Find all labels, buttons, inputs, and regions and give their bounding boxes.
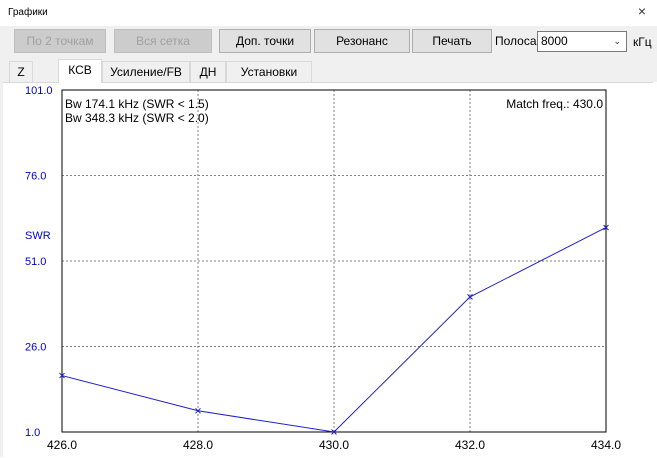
- bandwidth-2-0-annotation: Bw 348.3 kHz (SWR < 2.0): [65, 111, 209, 125]
- band-select[interactable]: 8000 ⌄: [537, 31, 627, 52]
- y-tick-label: 76.0: [25, 171, 46, 183]
- band-value: 8000: [541, 34, 568, 48]
- print-button[interactable]: Печать: [412, 29, 492, 53]
- tab-pattern[interactable]: ДН: [190, 61, 226, 82]
- data-point-marker: [331, 429, 337, 435]
- x-tick-label: 430.0: [319, 438, 349, 452]
- by-two-points-button[interactable]: По 2 точкам: [14, 29, 106, 53]
- y-axis-label: SWR: [25, 230, 51, 242]
- unit-label: кГц: [633, 35, 652, 49]
- tab-panel: [3, 82, 653, 458]
- x-tick-label: 434.0: [591, 438, 621, 452]
- bandwidth-1-5-annotation: Bw 174.1 kHz (SWR < 1.5): [65, 97, 209, 111]
- close-icon[interactable]: ×: [637, 3, 647, 19]
- x-tick-label: 432.0: [455, 438, 485, 452]
- y-tick-label: 1.0: [25, 427, 40, 439]
- data-point-marker: [195, 407, 201, 414]
- y-tick-label: 51.0: [25, 256, 46, 268]
- swr-series: [59, 224, 609, 435]
- data-point-marker: [603, 224, 609, 231]
- chevron-down-icon[interactable]: ⌄: [613, 36, 621, 46]
- window-title: Графики: [8, 7, 48, 18]
- window-edge: [0, 0, 3, 457]
- match-frequency-annotation: Match freq.: 430.0: [506, 97, 603, 111]
- resonance-button[interactable]: Резонанс: [314, 29, 410, 53]
- data-point-marker: [467, 294, 473, 300]
- band-label: Полоса: [495, 34, 537, 48]
- y-tick-label: 101.0: [25, 85, 53, 97]
- title-bar: Графики ×: [0, 0, 657, 26]
- whole-grid-button[interactable]: Вся сетка: [114, 29, 212, 53]
- data-point-marker: [59, 372, 65, 379]
- x-tick-label: 426.0: [47, 438, 77, 452]
- tab-settings[interactable]: Установки: [226, 61, 312, 82]
- chart-grid: [62, 90, 606, 432]
- tab-z[interactable]: Z: [9, 61, 33, 82]
- x-axis-ticks: 426.0 428.0 430.0 432.0 434.0: [47, 438, 621, 452]
- x-tick-label: 428.0: [183, 438, 213, 452]
- extra-points-button[interactable]: Доп. точки: [219, 29, 311, 53]
- tab-swr[interactable]: КСВ: [58, 59, 102, 83]
- y-axis-ticks: 1.0 26.0 51.0 76.0 101.0: [25, 85, 53, 439]
- y-tick-label: 26.0: [25, 342, 46, 354]
- tab-gain-fb[interactable]: Усиление/FB: [102, 61, 190, 82]
